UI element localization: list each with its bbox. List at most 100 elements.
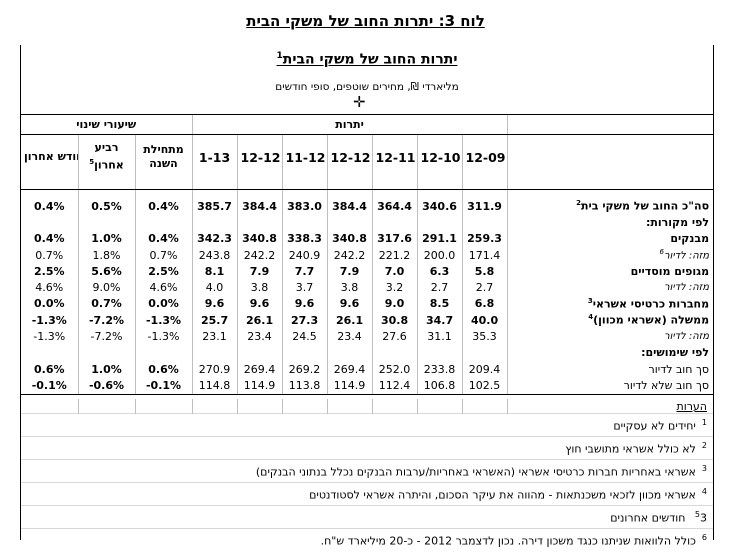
balance-cell: 364.4: [372, 198, 417, 214]
page-title: לוח 3: יתרות החוב של משקי הבית: [0, 12, 731, 30]
note-item: 3אשראי באחריות חברות כרטיסי אשראי (האשרא…: [21, 460, 713, 483]
balance-cell: [462, 345, 507, 361]
balance-cell: 3.8: [237, 279, 282, 295]
col-header-ytd-line1: מתחילת: [143, 143, 183, 156]
note-row: 3אשראי באחריות חברות כרטיסי אשראי (האשרא…: [21, 460, 713, 483]
balance-cell: 6.8: [462, 296, 507, 312]
note-row: 2 לא כולל אשראי מתושבי חוץ: [21, 437, 713, 460]
change-cell: -1.3%: [135, 312, 192, 328]
row-label-text: מחברות כרטיסי אשראי: [593, 298, 709, 311]
balance-cell: 233.8: [417, 361, 462, 377]
row-label: מגופים מוסדיים: [507, 263, 713, 279]
row-label: מזה: לדיור6: [507, 247, 713, 263]
change-cell: 4.6%: [21, 279, 78, 295]
balance-cell: 342.3: [192, 231, 237, 247]
balance-cell: [282, 345, 327, 361]
row-label: סך חוב שלא לדיור: [507, 377, 713, 394]
balance-cell: 209.4: [462, 361, 507, 377]
note-number: 6: [702, 533, 707, 542]
note-text: לא כולל אשראי מתושבי חוץ: [565, 442, 696, 455]
table-row: לפי שימושים:: [21, 345, 713, 361]
change-cell: 1.8%: [78, 247, 135, 263]
note-item: 2 לא כולל אשראי מתושבי חוץ: [21, 437, 713, 460]
balance-cell: 26.1: [237, 312, 282, 328]
change-cell: 0.7%: [135, 247, 192, 263]
balance-cell: 23.4: [327, 328, 372, 344]
table-title-text: יתרות החוב של משקי הבית: [283, 52, 458, 68]
change-cell: [78, 345, 135, 361]
note-item: 53 חודשים אחרונים: [21, 506, 713, 529]
note-item: 4 אשראי מכוון לזכאי משכנתאות - מהווה את ע…: [21, 483, 713, 506]
change-cell: -7.2%: [78, 328, 135, 344]
balance-cell: 340.8: [327, 231, 372, 247]
balance-cell: 259.3: [462, 231, 507, 247]
balance-cell: 8.1: [192, 263, 237, 279]
row-label-text: מזה: לדיור: [664, 282, 709, 293]
balance-cell: 27.3: [282, 312, 327, 328]
col-header-date: 12-12: [327, 135, 372, 180]
change-cell: 0.0%: [21, 296, 78, 312]
row-label: לפי שימושים:: [507, 345, 713, 361]
balance-cell: 7.9: [237, 263, 282, 279]
note-row: 53 חודשים אחרונים: [21, 506, 713, 529]
col-header-date: 12-09: [462, 135, 507, 180]
balance-cell: 317.6: [372, 231, 417, 247]
balance-cell: 384.4: [237, 198, 282, 214]
change-cell: [21, 345, 78, 361]
balance-cell: 3.8: [327, 279, 372, 295]
balance-cell: 242.2: [237, 247, 282, 263]
balance-cell: 27.6: [372, 328, 417, 344]
change-cell: 2.5%: [21, 263, 78, 279]
balance-cell: 269.4: [327, 361, 372, 377]
change-cell: [135, 345, 192, 361]
balance-cell: 7.9: [327, 263, 372, 279]
change-cell: 0.4%: [135, 231, 192, 247]
note-number: 2: [702, 441, 707, 450]
row-label-text: סה"כ החוב של משקי בית: [581, 200, 709, 213]
balance-cell: [417, 345, 462, 361]
note-item: 6כולל הלוואות שניתנו כנגד משכון דירה. נכ…: [21, 529, 713, 551]
note-text: אשראי באחריות חברות כרטיסי אשראי (האשראי…: [256, 465, 696, 478]
change-cell: -1.3%: [21, 328, 78, 344]
balance-cell: [237, 345, 282, 361]
note-number: 1: [702, 418, 707, 427]
note-number: 4: [702, 487, 707, 496]
balance-cell: 338.3: [282, 231, 327, 247]
balance-cell: 269.2: [282, 361, 327, 377]
empty-cell: [507, 115, 713, 135]
balance-cell: 200.0: [417, 247, 462, 263]
row-label-text: ממשלה (אשראי מכוון): [593, 314, 709, 327]
balance-cell: [192, 214, 237, 230]
balance-cell: 171.4: [462, 247, 507, 263]
balance-cell: 240.9: [282, 247, 327, 263]
change-cell: 5.6%: [78, 263, 135, 279]
balance-cell: 26.1: [327, 312, 372, 328]
col-header-last-quarter-line1: רביע: [95, 141, 119, 154]
row-label-text: מגופים מוסדיים: [631, 265, 709, 278]
balance-cell: 311.9: [462, 198, 507, 214]
change-cell: [21, 214, 78, 230]
balance-cell: 291.1: [417, 231, 462, 247]
note-text: אשראי מכוון לזכאי משכנתאות - מהווה את עי…: [309, 488, 696, 501]
change-cell: 1.0%: [78, 231, 135, 247]
balance-cell: 114.8: [192, 377, 237, 394]
balance-cell: [192, 345, 237, 361]
change-cell: -0.1%: [135, 377, 192, 394]
balance-cell: 112.4: [372, 377, 417, 394]
balance-cell: 113.8: [282, 377, 327, 394]
row-label-text: מזה: לדיור: [664, 251, 709, 262]
col-header-date: 12-11: [372, 135, 417, 180]
balance-cell: 2.7: [417, 279, 462, 295]
change-cell: [78, 214, 135, 230]
change-cell: 0.6%: [135, 361, 192, 377]
col-header-last-month: חודש אחרון: [21, 135, 78, 180]
change-cell: 0.6%: [21, 361, 78, 377]
balance-cell: 5.8: [462, 263, 507, 279]
